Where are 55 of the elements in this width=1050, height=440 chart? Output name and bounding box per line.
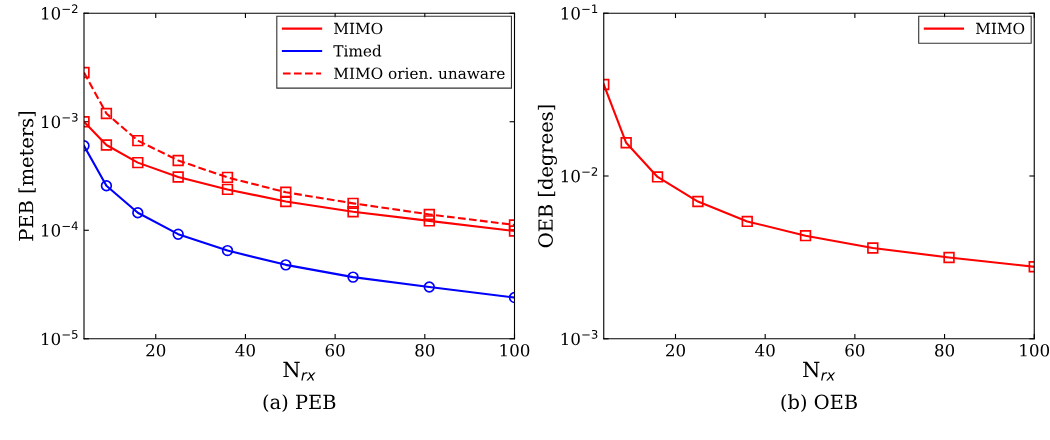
point: [692, 195, 704, 208]
legend-label: MIMO orien. unaware: [334, 67, 505, 80]
point: [347, 271, 359, 283]
x-tick-label: 40: [755, 343, 775, 357]
text: (a) PEB: [263, 394, 336, 412]
x-tick-label: 100: [1020, 343, 1050, 357]
x-tick-label: 100: [500, 343, 530, 357]
y-tick-label: 10$^{−5}$: [42, 330, 78, 346]
point: [132, 156, 144, 169]
point: [100, 107, 113, 120]
point: [943, 251, 955, 264]
y-axis-title: OEB [degrees]: [537, 105, 557, 248]
point: [867, 242, 879, 254]
x-tick-label: 80: [415, 343, 435, 357]
point: [172, 228, 184, 240]
x-tick-label: 40: [235, 343, 255, 357]
y-tick-label: 10$^{−3}$: [561, 329, 598, 346]
point: [741, 215, 753, 228]
point: [172, 171, 184, 183]
text: (b) OEB: [781, 394, 857, 412]
point: [172, 154, 184, 167]
point: [132, 207, 144, 219]
x-tick-label: 80: [935, 343, 955, 357]
legend-label: MIMO: [976, 22, 1025, 35]
legend-label: Timed: [333, 44, 382, 57]
y-tick-label: 10$^{−2}$: [561, 167, 598, 183]
y-tick-label: 10$^{−3}$: [42, 112, 78, 129]
x-axis-title: N$_{rx}$: [283, 361, 316, 381]
y-tick-label: 10$^{−1}$: [561, 4, 598, 20]
point: [347, 206, 359, 218]
point: [423, 281, 435, 293]
point: [221, 244, 234, 257]
point: [100, 139, 113, 151]
point: [347, 197, 359, 210]
point: [280, 186, 292, 198]
y-axis-title: PEB [meters]: [18, 111, 36, 241]
point: [280, 259, 292, 271]
point: [423, 208, 435, 221]
x-tick-label: 60: [845, 343, 865, 357]
x-tick-label: 20: [146, 343, 166, 357]
point: [651, 171, 664, 183]
point: [799, 229, 812, 242]
point: [221, 183, 234, 196]
x-tick-label: 60: [325, 343, 345, 357]
x-tick-label: 20: [666, 343, 685, 357]
x-axis-title: N$_{rx}$: [803, 361, 836, 381]
point: [280, 195, 292, 208]
legend-label: MIMO: [334, 22, 383, 35]
point: [423, 215, 435, 227]
point: [100, 180, 113, 192]
y-tick-label: 10$^{−2}$: [42, 4, 78, 20]
point: [132, 134, 144, 147]
point: [221, 171, 234, 184]
point: [620, 137, 632, 149]
y-tick-label: 10$^{−4}$: [42, 221, 78, 237]
